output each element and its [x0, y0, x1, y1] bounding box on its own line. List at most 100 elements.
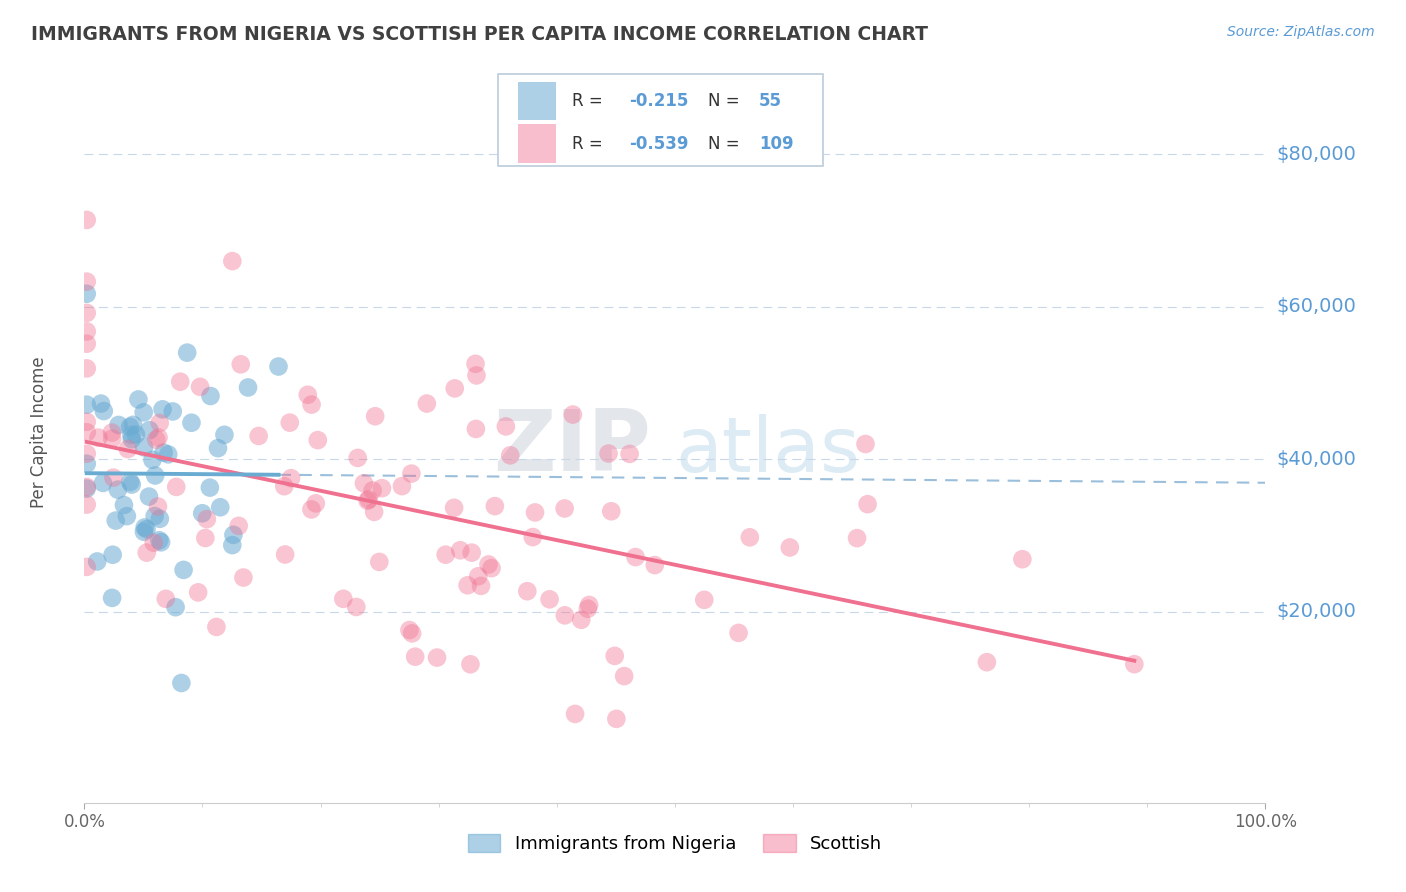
Point	[554, 608, 576, 623]
Point	[90, 396, 112, 410]
Point	[162, 404, 184, 418]
Point	[307, 433, 329, 447]
Point	[107, 417, 129, 432]
Point	[115, 509, 138, 524]
Point	[569, 613, 592, 627]
Point	[76, 425, 98, 440]
Point	[280, 471, 302, 485]
Point	[301, 398, 323, 412]
Point	[191, 506, 214, 520]
Point	[363, 505, 385, 519]
Text: N =: N =	[709, 135, 745, 153]
Point	[554, 501, 576, 516]
Point	[401, 467, 423, 481]
Point	[101, 425, 124, 440]
Point	[727, 626, 749, 640]
Point	[398, 623, 420, 637]
Point	[138, 423, 160, 437]
Point	[176, 345, 198, 359]
Point	[170, 676, 193, 690]
Point	[121, 432, 143, 446]
Point	[165, 600, 187, 615]
Point	[207, 441, 229, 455]
Point	[76, 415, 98, 429]
Point	[173, 563, 195, 577]
Text: 109: 109	[759, 135, 793, 153]
Point	[232, 570, 254, 584]
Point	[229, 357, 252, 371]
Point	[122, 417, 145, 432]
Point	[855, 437, 877, 451]
Point	[200, 389, 222, 403]
Text: R =: R =	[572, 135, 609, 153]
Point	[332, 591, 354, 606]
Point	[180, 416, 202, 430]
Point	[205, 620, 228, 634]
Point	[143, 468, 166, 483]
Point	[460, 657, 482, 672]
Point	[145, 433, 167, 447]
Text: ZIP: ZIP	[494, 406, 651, 489]
Point	[499, 448, 522, 462]
Point	[600, 504, 623, 518]
Point	[391, 479, 413, 493]
Point	[117, 442, 139, 456]
Point	[364, 409, 387, 424]
Point	[152, 445, 174, 459]
Text: Source: ZipAtlas.com: Source: ZipAtlas.com	[1227, 25, 1375, 39]
Point	[76, 361, 98, 376]
Point	[576, 601, 599, 615]
Point	[127, 392, 149, 407]
Point	[93, 404, 115, 418]
Point	[404, 649, 426, 664]
Point	[149, 416, 172, 430]
Point	[856, 497, 879, 511]
Point	[135, 522, 157, 536]
Point	[522, 530, 544, 544]
Point	[221, 254, 243, 268]
Point	[187, 585, 209, 599]
Point	[135, 546, 157, 560]
Point	[443, 500, 465, 515]
Point	[236, 380, 259, 394]
Point	[150, 535, 173, 549]
Point	[76, 447, 98, 461]
Point	[278, 416, 301, 430]
Point	[138, 490, 160, 504]
Point	[1011, 552, 1033, 566]
Point	[484, 499, 506, 513]
Point	[470, 579, 492, 593]
Point	[132, 405, 155, 419]
Point	[464, 422, 486, 436]
Point	[561, 408, 583, 422]
Point	[76, 398, 98, 412]
Point	[603, 648, 626, 663]
Point	[619, 447, 641, 461]
Point	[344, 599, 367, 614]
Point	[76, 560, 98, 574]
Point	[426, 650, 449, 665]
Point	[693, 592, 716, 607]
Point	[155, 591, 177, 606]
Point	[361, 483, 384, 498]
Point	[86, 554, 108, 568]
Point	[118, 420, 141, 434]
Point	[143, 509, 166, 524]
Point	[76, 275, 98, 289]
FancyBboxPatch shape	[517, 124, 555, 163]
Point	[142, 535, 165, 549]
Point	[524, 505, 547, 519]
Text: -0.215: -0.215	[628, 92, 688, 110]
Point	[267, 359, 290, 374]
Point	[132, 524, 155, 539]
Point	[460, 546, 482, 560]
Point	[104, 514, 127, 528]
FancyBboxPatch shape	[498, 73, 823, 166]
Point	[371, 481, 394, 495]
Point	[228, 519, 250, 533]
Point	[76, 286, 98, 301]
Point	[564, 706, 586, 721]
Point	[297, 388, 319, 402]
Point	[76, 457, 98, 471]
Text: 55: 55	[759, 92, 782, 110]
